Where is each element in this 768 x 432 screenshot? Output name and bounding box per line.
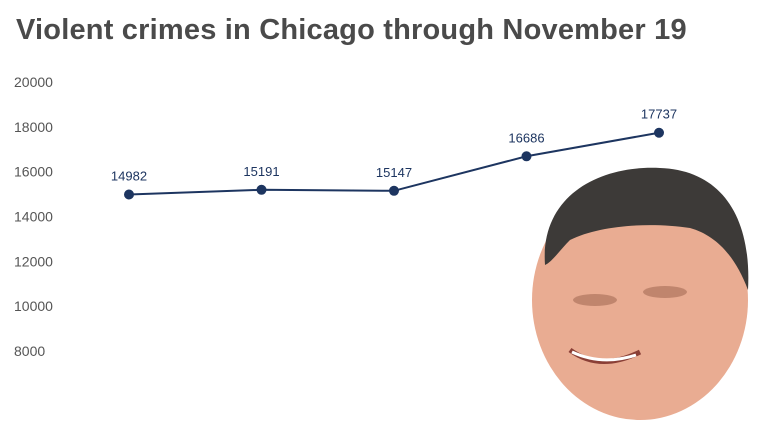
- data-point: [389, 185, 399, 196]
- data-point: [654, 127, 664, 138]
- data-point: [256, 184, 267, 195]
- y-tick-label: 12000: [14, 253, 53, 269]
- y-axis-ticks: 20000 18000 16000 14000 12000 10000 8000: [14, 74, 53, 359]
- y-tick-label: 14000: [14, 209, 53, 225]
- data-point: [124, 189, 134, 200]
- data-label: 17737: [641, 107, 677, 122]
- face-photo: [532, 167, 749, 420]
- data-point: [521, 151, 532, 162]
- y-tick-label: 10000: [14, 298, 53, 314]
- data-label: 16686: [508, 130, 544, 145]
- data-label: 14982: [111, 168, 147, 183]
- data-label: 15191: [243, 164, 279, 179]
- y-tick-label: 18000: [14, 119, 53, 135]
- y-tick-label: 20000: [14, 74, 53, 90]
- data-label: 15147: [376, 165, 412, 180]
- y-tick-label: 16000: [14, 164, 53, 180]
- y-tick-label: 8000: [14, 343, 45, 359]
- series-line-path: [128, 131, 660, 196]
- chart-title: Violent crimes in Chicago through Novemb…: [16, 14, 687, 46]
- series-line: 14982 15191 15147 16686 17737: [111, 107, 677, 200]
